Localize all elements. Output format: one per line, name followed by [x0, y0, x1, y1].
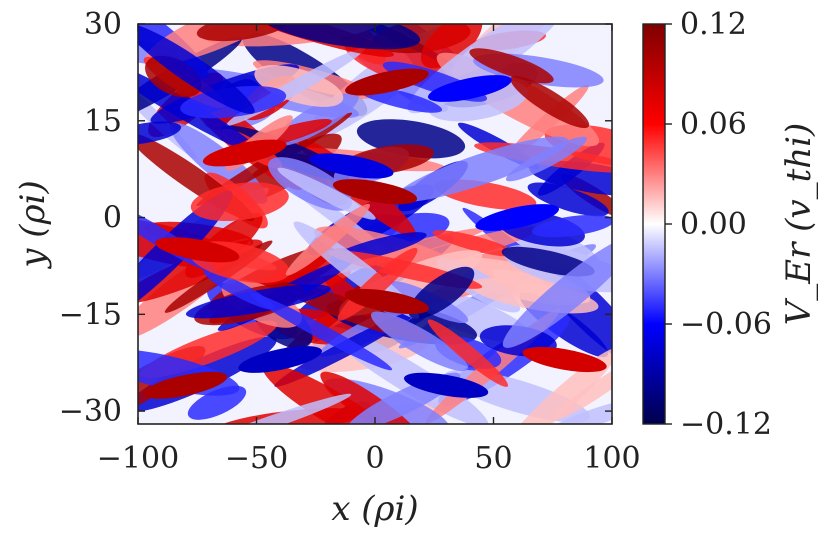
colorbar-tick-label: 0.06	[680, 107, 747, 142]
y-tick-label: 0	[103, 201, 122, 236]
colorbar-label: V_Er (v_thi)	[779, 123, 819, 326]
field-feature	[155, 237, 240, 263]
field-feature	[143, 371, 228, 399]
field-streak	[420, 24, 483, 69]
field-streak	[262, 364, 403, 424]
field-streak	[501, 347, 612, 424]
x-tick-label: 100	[583, 441, 640, 476]
y-tick-label: 15	[84, 104, 122, 139]
field-streak	[285, 203, 370, 276]
velocity-field	[138, 24, 612, 424]
field-streak	[469, 48, 554, 84]
x-tick-label: 0	[365, 441, 384, 476]
field-streak	[190, 182, 289, 222]
y-tick-label: −15	[59, 297, 122, 332]
y-tick-label: 30	[84, 7, 122, 42]
field-feature	[475, 204, 560, 231]
colorbar-ticks: 0.12 0.06 0.00 −0.06 −0.12	[665, 7, 772, 442]
field-feature	[332, 179, 418, 205]
field-streak	[196, 24, 291, 42]
field-streak	[259, 24, 421, 50]
field-streak	[502, 236, 612, 348]
field-streak	[138, 190, 233, 321]
field-streak	[370, 311, 469, 372]
x-tick-label: −100	[97, 441, 179, 476]
field-feature	[404, 372, 489, 398]
field-streak	[553, 355, 612, 421]
field-streak	[138, 24, 255, 114]
field-streak	[427, 319, 509, 387]
colorbar-tick-label: 0.12	[680, 7, 747, 42]
y-axis: 30 15 0 −15 −30	[59, 7, 612, 429]
y-tick-label: −30	[59, 394, 122, 429]
x-axis-label: x (ρi)	[331, 489, 418, 529]
field-feature	[345, 68, 429, 96]
plot-area	[137, 23, 613, 425]
x-tick-label: 50	[474, 441, 512, 476]
colorbar-tick-label: 0.00	[680, 207, 747, 242]
x-tick-label: −50	[225, 441, 288, 476]
field-feature	[522, 346, 607, 373]
field-streak	[187, 385, 247, 420]
colorbar-tick-label: −0.12	[680, 407, 772, 442]
field-feature	[309, 153, 394, 179]
colorbar: 0.12 0.06 0.00 −0.06 −0.12 V_Er (v_thi)	[642, 7, 819, 442]
field-streak	[510, 75, 590, 129]
field-streak	[547, 398, 612, 424]
field-streak	[501, 246, 595, 277]
colorbar-tick-label: −0.06	[680, 307, 772, 342]
field-feature	[344, 288, 429, 314]
x-axis: −100 −50 0 50 100	[97, 24, 641, 476]
y-axis-label: y (ρi)	[13, 180, 53, 269]
colorbar-fill	[643, 24, 665, 424]
field-streak	[394, 136, 569, 202]
field-streak	[250, 292, 393, 371]
field-streak	[505, 136, 588, 182]
field-streak	[277, 167, 376, 220]
field-streak	[432, 230, 517, 257]
field-streak	[531, 214, 612, 238]
field-feature	[202, 139, 287, 167]
field-feature	[238, 346, 323, 373]
field-streak	[138, 121, 182, 145]
field-feature	[427, 75, 512, 102]
